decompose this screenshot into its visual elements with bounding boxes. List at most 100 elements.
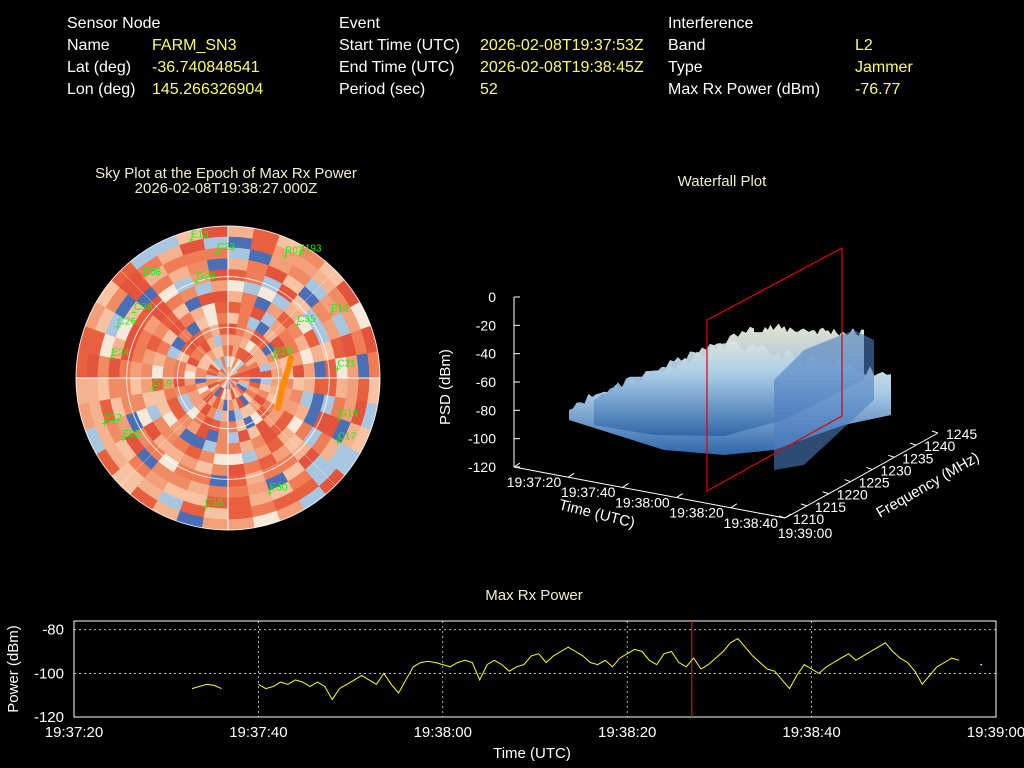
waterfall-time-tick-label: 19:37:20 bbox=[507, 474, 562, 490]
skyplot-cell bbox=[227, 484, 250, 498]
waterfall-freq-axis bbox=[784, 432, 939, 519]
waterfall-time-tick-label: 19:38:20 bbox=[669, 505, 724, 521]
waterfall-time-axis bbox=[513, 466, 786, 519]
maxrx-x-tick-label: 19:38:20 bbox=[598, 724, 656, 741]
skyplot-cell bbox=[227, 280, 246, 293]
skyplot-grid bbox=[75, 225, 381, 531]
sensor-name-label: Name bbox=[67, 37, 110, 54]
skyplot-cell bbox=[313, 360, 326, 379]
satellite-marker: + bbox=[335, 436, 341, 448]
waterfall-freq-tick-label: 1220 bbox=[837, 487, 868, 503]
skyplot-cell bbox=[208, 473, 229, 487]
maxrx-y-tick-label: -100 bbox=[34, 665, 64, 682]
satellite-label: E12 bbox=[104, 413, 122, 424]
skyplot-heatmap bbox=[75, 225, 381, 531]
satellite-marker: + bbox=[267, 487, 273, 499]
satellite-marker: + bbox=[194, 277, 200, 289]
waterfall-freq-tick-label: 1230 bbox=[880, 462, 911, 478]
satellite-marker: + bbox=[294, 319, 300, 331]
waterfall-z-tick-label: -60 bbox=[476, 374, 496, 390]
maxrx-chart: 19:37:20 19:37:40 19:38:00 19:38:20 19:38:40… bbox=[5, 620, 1024, 762]
waterfall-freq-tick bbox=[778, 515, 786, 519]
satellite-label: C23 bbox=[217, 242, 236, 253]
skyplot-cell bbox=[210, 463, 229, 476]
skyplot-cell bbox=[140, 362, 154, 379]
satellite-label: E08 bbox=[143, 267, 161, 278]
maxrx-y-label: Power (dBm) bbox=[5, 625, 22, 713]
maxrx-x-tick-label: 19:37:40 bbox=[229, 724, 287, 741]
waterfall-z-tick-label: -100 bbox=[468, 431, 496, 447]
maxrx-x-tick-label: 19:37:20 bbox=[45, 724, 103, 741]
satellite-marker: + bbox=[120, 434, 126, 446]
maxrx-series-point bbox=[980, 663, 983, 666]
skyplot-interference-track bbox=[275, 355, 294, 411]
skyplot-cell bbox=[323, 377, 337, 398]
skyplot-cell bbox=[302, 377, 316, 394]
waterfall-z-tick-label: -120 bbox=[468, 459, 496, 475]
skyplot-cell bbox=[227, 463, 246, 476]
skyplot-cell bbox=[227, 431, 240, 444]
waterfall-z-tick-label: -40 bbox=[476, 346, 496, 362]
waterfall-freq-tick-label: 1235 bbox=[902, 450, 933, 466]
skyplot-cell bbox=[291, 377, 305, 392]
skyplot-cell bbox=[334, 377, 348, 400]
waterfall-freq-tick bbox=[909, 442, 917, 446]
interference-type-value: Jammer bbox=[855, 59, 913, 76]
skyplot-axis-line bbox=[120, 270, 336, 486]
skyplot-title: Sky Plot at the Epoch of Max Rx Power 20… bbox=[76, 166, 376, 196]
waterfall-freq-tick bbox=[888, 454, 895, 458]
event-period-value: 52 bbox=[480, 81, 498, 98]
maxrx-y-tick-label: -80 bbox=[42, 622, 64, 639]
waterfall-freq-tick-label: 1245 bbox=[946, 426, 977, 442]
skyplot-cell bbox=[227, 269, 248, 283]
skyplot-cell bbox=[227, 258, 250, 272]
interference-power-value: -76.77 bbox=[855, 81, 901, 98]
maxrx-series-line bbox=[258, 637, 960, 701]
maxrx-plot-frame bbox=[73, 620, 997, 718]
skyplot-cell bbox=[130, 360, 143, 379]
satellite-label: G16 bbox=[339, 408, 358, 419]
waterfall-freq-tick-label: 1215 bbox=[815, 499, 846, 515]
skyplot-cell bbox=[119, 377, 133, 398]
waterfall-z-tick-label: -20 bbox=[476, 317, 496, 333]
skyplot-cell bbox=[214, 301, 229, 315]
waterfall-z-tick-label: -80 bbox=[476, 402, 496, 418]
satellite-marker: + bbox=[271, 352, 277, 364]
waterfall-z-tick-label: 0 bbox=[488, 289, 496, 305]
skyplot: +E13+R07+J193+C23+C38+G28+E08+C26+E13+C3… bbox=[75, 225, 381, 531]
skyplot-cell bbox=[218, 323, 229, 336]
satellite-marker: + bbox=[214, 247, 220, 259]
waterfall-freq-tick bbox=[800, 503, 808, 507]
satellite-label: E24 bbox=[112, 347, 130, 358]
satellite-label: R07 bbox=[285, 246, 304, 257]
skyplot-title-text: Sky Plot at the Epoch of Max Rx Power bbox=[95, 165, 357, 182]
interference-band-label: Band bbox=[668, 37, 706, 54]
satellite-label: J193 bbox=[300, 244, 322, 255]
skyplot-cell bbox=[130, 377, 143, 396]
skyplot-cell bbox=[227, 290, 244, 304]
waterfall-freq-tick-label: 1240 bbox=[924, 438, 955, 454]
satellite-marker: + bbox=[202, 503, 208, 515]
satellite-marker: + bbox=[334, 363, 340, 375]
sensor-lat-value: -36.740848541 bbox=[152, 59, 260, 76]
waterfall-band-front bbox=[774, 330, 874, 470]
interference-type-label: Type bbox=[668, 59, 703, 76]
skyplot-cell bbox=[227, 420, 238, 433]
satellite-label: E13 bbox=[331, 304, 349, 315]
skyplot-cell bbox=[119, 358, 133, 379]
satellite-label: C21 bbox=[337, 358, 356, 369]
satellite-label: E30 bbox=[270, 482, 288, 493]
waterfall-time-tick bbox=[676, 493, 683, 499]
maxrx-x-label: Time (UTC) bbox=[493, 745, 571, 762]
waterfall-time-tick-label: 19:37:40 bbox=[561, 484, 616, 500]
satellite-label: C35 bbox=[297, 314, 316, 325]
waterfall-time-tick bbox=[784, 513, 792, 519]
maxrx-x-tick-label: 19:39:00 bbox=[967, 724, 1024, 741]
waterfall-freq-tick bbox=[931, 430, 939, 434]
event-end-value: 2026-02-08T19:38:45Z bbox=[480, 59, 644, 76]
skyplot-cell bbox=[214, 441, 229, 455]
waterfall-time-tick bbox=[730, 503, 738, 509]
waterfall-freq-tick bbox=[822, 491, 829, 495]
satellite-label: G28 bbox=[197, 272, 216, 283]
waterfall-freq-tick-label: 1210 bbox=[793, 511, 824, 527]
